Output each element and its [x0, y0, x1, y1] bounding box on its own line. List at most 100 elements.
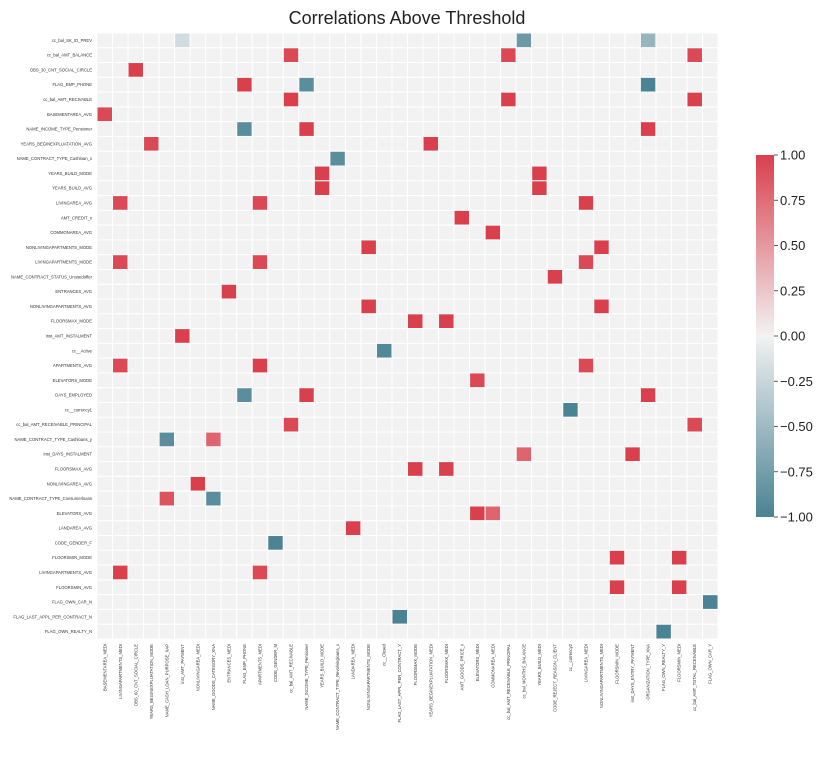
heatmap-cell: [375, 298, 393, 315]
heatmap-cell: [422, 475, 440, 492]
heatmap-cell: [624, 549, 641, 566]
heatmap-cell: [546, 416, 564, 433]
heatmap-cell: [407, 239, 424, 256]
heatmap-cell: [267, 594, 284, 610]
heatmap-cell: [251, 224, 269, 241]
heatmap-cell: [158, 594, 176, 610]
heatmap-cell: [484, 239, 502, 256]
heatmap-cell: [329, 608, 346, 625]
y-tick-label: YEARS_BEGINEXPLUATATION_AVG: [21, 141, 92, 146]
heatmap-cell: [189, 372, 207, 389]
heatmap-cell: [220, 135, 238, 152]
heatmap-cell: [344, 224, 362, 241]
heatmap-cell: [546, 47, 564, 64]
heatmap-cell: [639, 313, 657, 330]
y-tick-label: FLOORSMIN_AVG: [56, 585, 92, 590]
heatmap-cell: [608, 446, 626, 463]
heatmap-cell: [562, 47, 579, 64]
heatmap-cell: [531, 535, 548, 551]
heatmap-cell: [562, 520, 579, 537]
heatmap-cell: [375, 549, 393, 566]
heatmap-cell: [593, 150, 610, 167]
heatmap-cell: [655, 209, 672, 226]
heatmap-cell: [220, 387, 238, 404]
heatmap-cell: [624, 268, 641, 285]
heatmap-cell: [546, 62, 564, 78]
heatmap-cell: [313, 195, 331, 211]
heatmap-cell: [407, 298, 424, 315]
heatmap-cell: [531, 209, 548, 226]
heatmap-cell: [593, 520, 610, 537]
heatmap-cell: [282, 342, 300, 359]
heatmap-cell: [484, 372, 502, 389]
heatmap-cell: [391, 180, 409, 197]
y-tick-label: inst_AMT_INSTALMENT: [46, 334, 93, 339]
heatmap-cell: [282, 254, 300, 270]
heatmap-cell: [189, 283, 207, 300]
heatmap-cell: [360, 475, 377, 492]
heatmap-cell: [438, 387, 455, 404]
heatmap-cell: [189, 475, 207, 492]
heatmap-cell: [360, 416, 377, 433]
heatmap-cell: [112, 505, 129, 522]
heatmap-cell: [624, 165, 641, 182]
heatmap-cell: [375, 32, 393, 49]
heatmap-cell: [143, 505, 160, 522]
heatmap-cell: [127, 239, 145, 256]
heatmap-cell: [189, 520, 207, 537]
heatmap-cell: [112, 431, 129, 448]
heatmap-cell: [670, 549, 688, 566]
heatmap-cell: [608, 402, 626, 418]
heatmap-cell: [205, 165, 222, 182]
y-tick-label: YEARS_BUILD_AVG: [52, 186, 92, 191]
heatmap-cell: [360, 446, 377, 463]
heatmap-cell: [624, 298, 641, 315]
heatmap-cell: [562, 342, 579, 359]
heatmap-cell: [686, 209, 703, 226]
heatmap-cell: [469, 298, 486, 315]
heatmap-cell: [407, 416, 424, 433]
heatmap-cell: [267, 608, 284, 625]
heatmap-cell: [220, 490, 238, 507]
heatmap-cell: [701, 254, 719, 270]
heatmap-cell: [344, 564, 362, 581]
heatmap-cell: [593, 224, 610, 241]
heatmap-cell: [96, 402, 114, 418]
heatmap-cell: [531, 446, 548, 463]
heatmap-cell: [127, 328, 145, 344]
heatmap-cell: [407, 342, 424, 359]
heatmap-cell: [112, 91, 129, 108]
heatmap-cell: [422, 431, 440, 448]
heatmap-cell: [608, 209, 626, 226]
heatmap-cell: [670, 431, 688, 448]
heatmap-cell: [577, 121, 595, 137]
heatmap-cell: [313, 254, 331, 270]
heatmap-cell: [670, 150, 688, 167]
heatmap-cell: [267, 328, 284, 344]
heatmap-cell: [577, 416, 595, 433]
heatmap-cell: [407, 268, 424, 285]
x-tick-label: ORGANIZATION_TYPE_XNA: [646, 644, 651, 700]
heatmap-cell: [220, 520, 238, 537]
heatmap-cell: [438, 76, 455, 93]
heatmap-cell: [189, 342, 207, 359]
heatmap-cell: [391, 372, 409, 389]
heatmap-cell: [701, 239, 719, 256]
heatmap-cell: [655, 76, 672, 93]
heatmap-cell: [251, 32, 269, 49]
heatmap-cell: [407, 490, 424, 507]
heatmap-cell: [701, 549, 719, 566]
y-tick-label: cc_bal_AMT_BALANCE: [47, 53, 92, 58]
heatmap-cell: [639, 461, 657, 477]
heatmap-cell: [189, 623, 207, 640]
heatmap-cell: [174, 520, 191, 537]
heatmap-cell: [438, 549, 455, 566]
heatmap-cell: [701, 32, 719, 49]
heatmap-cell: [189, 416, 207, 433]
heatmap-cell: [205, 239, 222, 256]
heatmap-cell: [531, 121, 548, 137]
x-tick-label: ELEVATORS_MEDI: [475, 644, 480, 681]
heatmap-cell: [391, 239, 409, 256]
heatmap-cell: [220, 328, 238, 344]
